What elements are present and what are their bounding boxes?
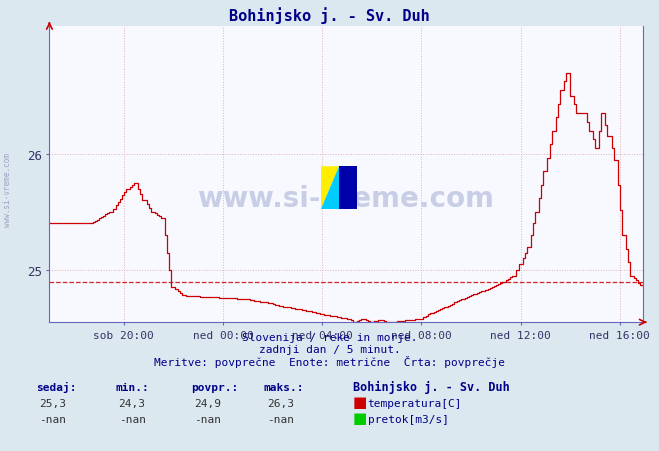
Text: Bohinjsko j. - Sv. Duh: Bohinjsko j. - Sv. Duh [353,380,509,393]
Polygon shape [321,167,339,210]
Text: Meritve: povprečne  Enote: metrične  Črta: povprečje: Meritve: povprečne Enote: metrične Črta:… [154,355,505,367]
Text: 24,9: 24,9 [194,398,221,408]
Text: temperatura[C]: temperatura[C] [368,398,462,408]
Text: Bohinjsko j. - Sv. Duh: Bohinjsko j. - Sv. Duh [229,7,430,24]
Text: ■: ■ [353,394,367,409]
Text: zadnji dan / 5 minut.: zadnji dan / 5 minut. [258,345,401,354]
Text: 26,3: 26,3 [267,398,294,408]
Text: ■: ■ [353,410,367,425]
Text: 24,3: 24,3 [119,398,146,408]
Text: www.si-vreme.com: www.si-vreme.com [3,152,13,226]
Text: -nan: -nan [40,414,67,423]
Text: pretok[m3/s]: pretok[m3/s] [368,414,449,423]
Text: min.:: min.: [115,382,149,392]
Text: -nan: -nan [267,414,294,423]
Text: maks.:: maks.: [264,382,304,392]
Text: www.si-vreme.com: www.si-vreme.com [198,184,494,212]
Text: 25,3: 25,3 [40,398,67,408]
Polygon shape [339,167,357,210]
Text: -nan: -nan [194,414,221,423]
Text: Slovenija / reke in morje.: Slovenija / reke in morje. [242,332,417,342]
Text: -nan: -nan [119,414,146,423]
Text: povpr.:: povpr.: [191,382,239,392]
Text: sedaj:: sedaj: [36,381,76,392]
Polygon shape [321,167,339,210]
